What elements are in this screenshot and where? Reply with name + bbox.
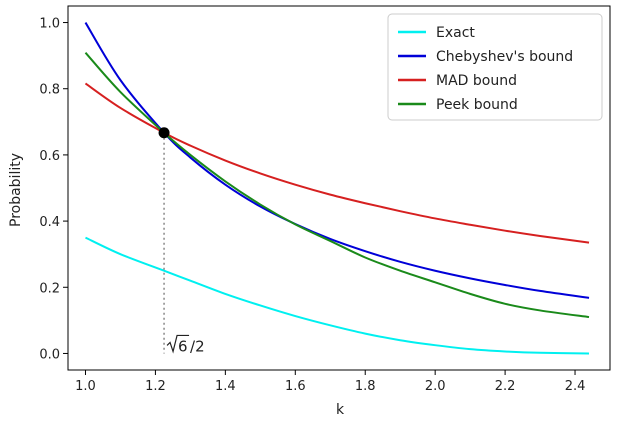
x-axis-title: k — [336, 402, 345, 418]
y-tick-label: 0.4 — [39, 215, 60, 230]
series-line-mad-bound — [84, 82, 590, 244]
x-tick-label: 1.2 — [145, 379, 166, 394]
series-line-exact — [85, 236, 590, 355]
y-tick-label: 0.6 — [39, 149, 60, 164]
y-tick-label: 0.0 — [39, 347, 60, 362]
x-tick-label: 2.4 — [565, 379, 586, 394]
axis-ticks: 1.0 1.2 1.4 1.6 1.8 2.0 2.2 2.4 0.0 0.2 0.4 0.6 0.8 1… — [39, 17, 585, 394]
y-tick-label: 1.0 — [39, 17, 60, 32]
legend-label: Exact — [436, 25, 475, 41]
y-tick-label: 0.8 — [39, 83, 60, 98]
series-line-peek-bound — [84, 51, 590, 319]
legend-box — [387, 13, 603, 121]
legend-label: Peek bound — [436, 97, 518, 113]
x-tick-label: 2.2 — [495, 379, 516, 394]
y-axis-title: Probability — [8, 153, 24, 227]
legend: Exact Chebyshev's bound MAD bound Peek boun… — [387, 13, 603, 121]
y-tick-label: 0.2 — [39, 281, 60, 296]
x-tick-label: 1.6 — [285, 379, 306, 394]
annotation: 6/2 — [158, 127, 205, 355]
x-tick-label: 2.0 — [425, 379, 446, 394]
intersection-marker — [158, 127, 170, 139]
x-tick-label: 1.0 — [75, 379, 96, 394]
legend-label: MAD bound — [436, 73, 517, 89]
legend-label: Chebyshev's bound — [436, 49, 573, 65]
x-tick-label: 1.8 — [355, 379, 376, 394]
annotation-suffix: /2 — [190, 337, 205, 355]
annotation-radicand: 6 — [178, 337, 188, 355]
sqrt-symbol — [166, 334, 190, 354]
plot-frame — [67, 5, 611, 371]
x-tick-label: 1.4 — [215, 379, 236, 394]
